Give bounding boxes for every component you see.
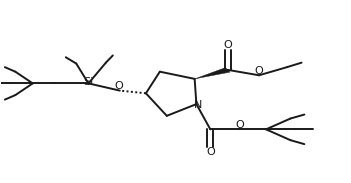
Text: O: O: [206, 147, 215, 157]
Polygon shape: [195, 68, 230, 79]
Text: Si: Si: [83, 77, 94, 87]
Text: N: N: [194, 100, 202, 110]
Text: O: O: [255, 66, 264, 76]
Text: O: O: [114, 81, 123, 91]
Text: O: O: [236, 120, 244, 130]
Text: O: O: [223, 40, 232, 50]
